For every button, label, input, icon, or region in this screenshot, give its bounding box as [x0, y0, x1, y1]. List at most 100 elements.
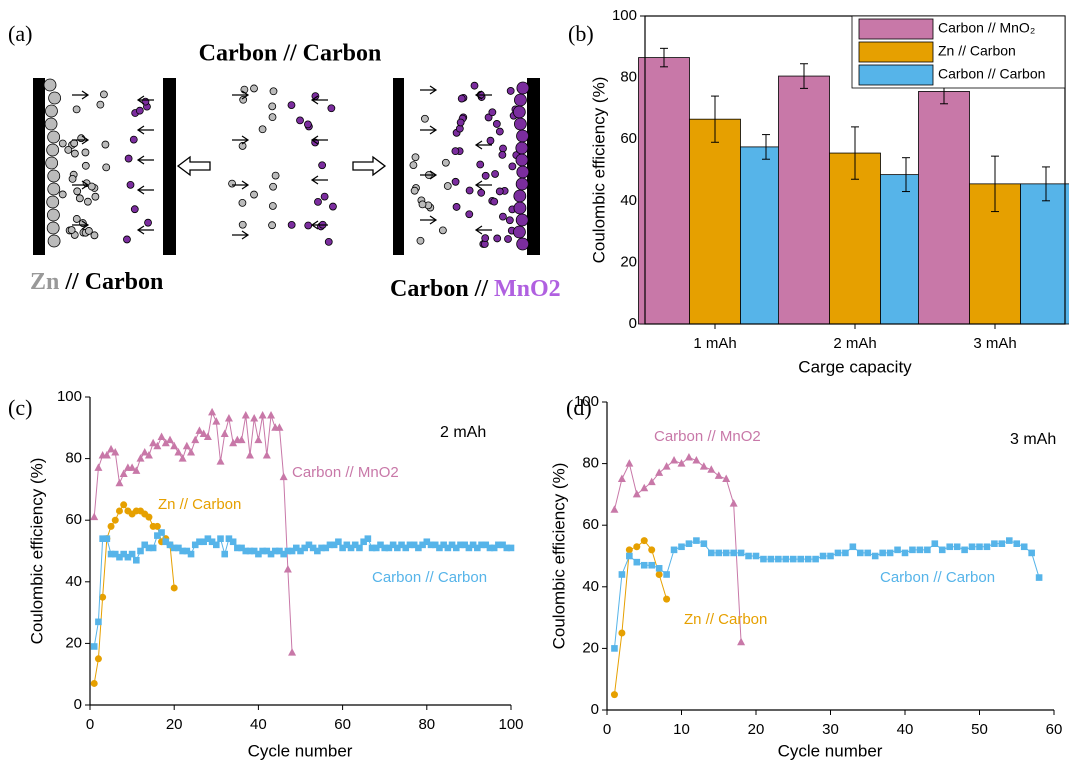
marker	[655, 565, 663, 572]
marker	[292, 544, 300, 552]
marker	[145, 544, 153, 552]
marker	[166, 541, 174, 549]
particle	[269, 182, 277, 191]
marker	[611, 645, 618, 652]
marker	[224, 414, 233, 422]
marker	[364, 535, 372, 542]
marker	[250, 414, 259, 422]
particle	[513, 117, 527, 131]
particle	[250, 190, 258, 199]
particle	[476, 160, 485, 169]
marker	[276, 547, 283, 555]
marker	[486, 544, 494, 552]
marker	[648, 561, 655, 569]
marker	[175, 544, 182, 552]
marker	[775, 555, 782, 563]
particle	[515, 153, 529, 167]
particle	[46, 221, 60, 235]
legend-label: Carbon // Carbon	[938, 66, 1045, 82]
marker	[343, 541, 351, 549]
marker	[625, 546, 633, 554]
particle	[130, 205, 139, 214]
particle	[90, 231, 99, 240]
particle	[492, 120, 501, 128]
particle	[411, 153, 420, 162]
marker	[191, 541, 199, 549]
marker	[789, 555, 797, 563]
marker	[262, 451, 271, 459]
marker	[288, 547, 296, 555]
x-tick-label: 20	[748, 721, 765, 738]
marker	[170, 544, 178, 552]
particle	[81, 148, 90, 157]
marker	[258, 410, 267, 419]
marker	[187, 550, 195, 558]
marker	[842, 549, 849, 557]
series-line	[613, 540, 1040, 649]
particle	[320, 192, 329, 201]
particle	[48, 91, 62, 105]
marker	[398, 541, 405, 549]
marker	[760, 555, 767, 563]
marker	[326, 541, 334, 549]
particle	[45, 104, 58, 118]
error-bar	[800, 63, 808, 89]
marker	[360, 538, 367, 546]
y-tick-label: 40	[582, 578, 599, 595]
panel-label: (d)	[566, 395, 592, 420]
y-tick-label: 60	[65, 511, 82, 528]
marker	[767, 555, 775, 563]
marker	[427, 541, 435, 549]
marker	[203, 432, 212, 441]
marker	[871, 552, 879, 560]
particle	[268, 113, 277, 122]
marker	[221, 550, 229, 558]
marker	[111, 550, 119, 558]
particle	[73, 187, 82, 196]
x-axis-label: Carge capacity	[798, 357, 912, 376]
particle	[443, 182, 452, 190]
particle	[516, 165, 530, 179]
particle	[504, 235, 512, 243]
particle	[67, 226, 76, 234]
marker	[991, 540, 998, 547]
particle	[493, 234, 502, 243]
marker	[111, 516, 119, 524]
particle	[123, 235, 131, 244]
y-tick-label: 0	[591, 701, 599, 718]
marker	[368, 544, 376, 552]
particle	[101, 140, 110, 149]
legend-swatch	[858, 41, 934, 63]
label-part: MnO2	[494, 276, 561, 302]
marker	[389, 541, 397, 549]
arrow	[232, 90, 250, 100]
particle	[304, 221, 313, 230]
marker	[128, 463, 137, 471]
marker	[419, 541, 426, 549]
marker	[213, 541, 220, 549]
marker	[259, 547, 266, 555]
marker	[610, 505, 619, 513]
marker	[199, 429, 208, 437]
marker	[149, 544, 157, 552]
marker	[245, 451, 254, 459]
marker	[200, 538, 207, 546]
arrow	[420, 170, 438, 180]
marker	[178, 454, 187, 462]
marker	[678, 543, 685, 551]
arrow	[474, 180, 492, 190]
series-label: Zn // Carbon	[684, 611, 767, 628]
y-tick-label: 20	[582, 639, 599, 656]
marker	[452, 544, 460, 552]
error-bar	[991, 155, 999, 213]
y-tick-label: 100	[57, 388, 82, 405]
legend-label: Zn // Carbon	[938, 43, 1016, 59]
particle	[304, 120, 312, 129]
arrow	[310, 220, 328, 230]
marker	[461, 541, 468, 549]
marker	[301, 544, 309, 552]
particle	[484, 113, 493, 122]
x-tick-label: 30	[822, 721, 839, 738]
particle	[47, 182, 61, 196]
particle	[465, 186, 474, 195]
